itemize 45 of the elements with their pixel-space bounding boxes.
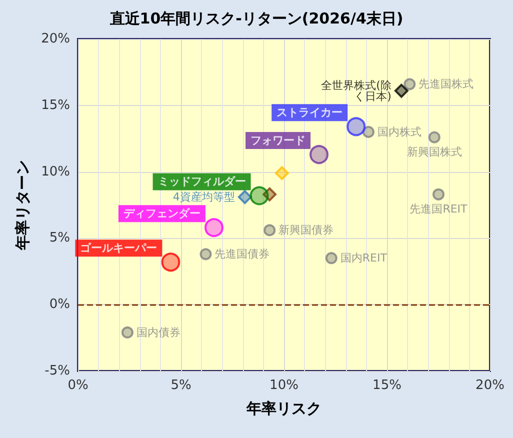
series-label: 先進国債券 [214,248,270,261]
point [404,78,416,90]
y-tick-label: -5% [44,364,70,378]
x-tick-label: 15% [372,378,402,393]
point [432,188,444,200]
point [250,186,269,206]
y-tick-label: 15% [41,98,70,113]
point [121,326,134,338]
x-tick-label: 10% [270,378,298,393]
series-label: 新興国株式 [406,145,462,158]
series-label: 先進国REIT [410,202,468,216]
y-tick-label: 20% [41,32,70,46]
point [325,252,338,264]
point [238,190,252,204]
annotation: フォワード [250,134,306,148]
x-tick-label: 20% [476,378,504,393]
annotation: ストライカー [276,106,343,120]
point [264,224,276,236]
point [394,84,408,98]
series-label: 新興国債券 [278,224,334,237]
annotation: ゴールキーパー [80,242,158,255]
x-tick-label: 5% [170,378,192,393]
y-tick-label: 5% [49,230,70,246]
point [428,131,440,144]
annotation: ディフェンダー [123,207,200,220]
point [161,252,180,272]
point [204,218,224,238]
annotation: ミッドフィルダー [158,175,246,188]
series-label: 国内債券 [136,326,180,339]
series-label: 国内REIT [340,252,388,265]
x-tick-label: 0% [68,378,88,393]
series-label: 先進国株式 [418,78,474,91]
chart-title: 直近10年間リスク-リターン(2026/4末日) [108,10,404,28]
series-label: 国内株式 [377,125,422,138]
y-axis-title: 年率リターン [14,160,32,251]
point [346,117,366,136]
point [362,126,374,138]
y-tick-label: 10% [41,164,70,180]
point [274,166,289,180]
series-label: 全世界株式(除く日本) [321,78,392,103]
point [310,145,329,164]
x-axis-title: 年率リスク [246,400,322,418]
series-label: 4資産均等型 [172,190,235,204]
y-tick-label: 0% [49,297,70,312]
point [200,248,212,260]
